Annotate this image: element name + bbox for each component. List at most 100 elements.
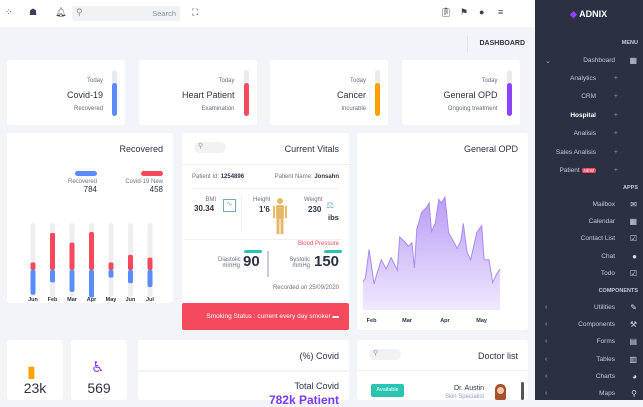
wheelchair-icon: ♿︎	[91, 359, 105, 376]
bar-covid-new	[147, 257, 153, 270]
doctor-search-input[interactable]: ⚲	[369, 349, 401, 360]
scale-icon: ⚖	[326, 200, 335, 210]
weight-value: 230	[308, 205, 322, 214]
scrollbar[interactable]	[521, 382, 524, 400]
stat-progress-bar	[112, 70, 117, 116]
sidebar-item-sales-analisis[interactable]: Sales Analisis	[555, 148, 596, 156]
chat-icon[interactable]: ●	[479, 7, 485, 17]
sidebar-item-calendar[interactable]: Calendar	[588, 218, 615, 226]
current-vitals-card: ⚲ Current Vitals Patient Id: 1254896 Pat…	[182, 133, 349, 303]
documents-count: 23k	[23, 380, 47, 396]
sidebar-item-analytics[interactable]: Analytics	[569, 75, 596, 82]
chevron-left-icon[interactable]: ‹	[545, 304, 548, 311]
sidebar-item-analisis[interactable]: Analisis	[573, 130, 596, 138]
stat-progress-bar	[243, 70, 249, 116]
sidebar-item-crm[interactable]: CRM	[581, 93, 596, 101]
chevron-left-icon[interactable]: ‹	[545, 321, 548, 329]
grid-icon[interactable]: ⁘	[5, 7, 13, 17]
brand-logo: ◆ ADNIX	[570, 9, 608, 19]
sidebar-item-components[interactable]: Components	[578, 321, 615, 329]
plus-icon: +	[613, 130, 618, 138]
form-icon: ▤	[629, 337, 637, 347]
flag-icon[interactable]: ⚑	[460, 7, 469, 17]
blood-pressure-label: Blood Pressure	[297, 241, 339, 247]
bar-covid-new	[30, 262, 36, 270]
search-input[interactable]: ⚲ Search	[72, 6, 180, 21]
doctor-list-card: ⚲ Doctor list Available Dr. Austin Skin …	[357, 340, 528, 400]
cigarette-icon: ▬	[332, 313, 340, 320]
sidebar-item-maps[interactable]: Maps	[599, 390, 615, 397]
chevron-left-icon[interactable]: ‹	[545, 372, 548, 380]
heartbeat-icon: ∿	[223, 199, 236, 212]
user-icon[interactable]: ☗	[29, 7, 38, 17]
dashboard-icon: ▦	[629, 56, 637, 65]
plus-icon: +	[613, 111, 618, 119]
systolic-value: 150	[314, 253, 340, 270]
stat-progress-bar	[506, 70, 512, 116]
x-tick-label: Feb	[367, 318, 377, 324]
plus-icon: +	[613, 167, 618, 174]
stat-title: General OPD	[443, 90, 498, 100]
chevron-left-icon[interactable]: ‹	[545, 338, 548, 346]
document-icon: ▮	[27, 364, 36, 381]
x-tick-label: Apr	[87, 297, 97, 303]
documents-stat-card: ▮ 23k	[7, 340, 63, 400]
stat-title: Heart Patient	[181, 90, 235, 100]
availability-badge: Available	[371, 384, 404, 397]
sidebar-item-todo[interactable]: Todo	[600, 269, 615, 277]
legend-covid-new: Covid-19 New 458	[118, 171, 163, 194]
sidebar-item-utilities[interactable]: Utilities	[594, 304, 615, 311]
todo-icon: ☑	[629, 268, 637, 278]
wheelchair-stat-card: ♿︎ 569	[71, 340, 127, 400]
plus-icon: +	[613, 148, 618, 156]
smoking-status-banner: Smoking Status : current every day smoke…	[182, 303, 349, 330]
stat-card[interactable]: Today General OPD Ongoing treatment	[401, 60, 520, 125]
card-title: Doctor list	[477, 351, 518, 361]
general-opd-area-chart: Feb Mar Apr May	[362, 195, 501, 324]
topbar: ⁘ ☗ 🔔︎ ⚲ Search ⛶ 📋︎ ⚑ ● ≡	[0, 0, 535, 27]
pie-chart-icon: ◕	[632, 371, 637, 381]
sidebar-item-dashboard[interactable]: Dashboard	[583, 57, 615, 64]
bar-covid-new	[108, 262, 114, 270]
contact-icon: ☑	[629, 234, 637, 244]
x-tick-label: Mar	[67, 297, 78, 303]
chevron-left-icon[interactable]: ‹	[545, 390, 548, 397]
sidebar-item-patient[interactable]: Patient NEW	[559, 167, 596, 174]
bar-recovered	[147, 270, 153, 288]
sidebar-item-tables[interactable]: Tables	[596, 355, 615, 363]
doctor-avatar	[495, 384, 506, 400]
sidebar-item-charts[interactable]: Charts	[595, 372, 615, 380]
stat-card[interactable]: Today Covid-19 Recovered	[7, 60, 125, 125]
stat-card[interactable]: Today Cancer Incurable	[270, 60, 388, 125]
table-icon: ▥	[629, 354, 637, 364]
chevron-left-icon[interactable]: ‹	[545, 355, 548, 363]
search-icon: ⚲	[76, 7, 83, 17]
general-opd-card: General OPD Feb Mar Apr May	[357, 133, 528, 330]
mail-icon: ✉	[630, 200, 637, 209]
bar-recovered	[128, 270, 133, 284]
x-tick-label: Feb	[48, 297, 58, 303]
clipboard-icon[interactable]: 📋︎	[440, 7, 452, 17]
stat-card[interactable]: Today Heart Patient Examination	[138, 60, 257, 125]
bar-recovered	[108, 270, 114, 278]
sidebar-item-contact-list[interactable]: Contact List	[580, 235, 615, 243]
fullscreen-icon[interactable]: ⛶	[192, 7, 199, 17]
sidebar-item-mailbox[interactable]: Mailbox	[592, 201, 615, 208]
recovered-card: Recovered Recovered 784 Covid-19 New 458…	[7, 133, 173, 303]
x-tick-label: May	[476, 318, 488, 324]
bar-recovered	[30, 270, 36, 295]
bell-icon[interactable]: 🔔︎	[55, 7, 67, 17]
chat-icon: ●	[632, 251, 637, 261]
sidebar-item-hospital[interactable]: Hospital	[570, 111, 596, 119]
vitals-search-input[interactable]: ⚲	[194, 142, 226, 153]
bmi-value: 30.34	[194, 204, 215, 213]
wheelchair-count: 569	[87, 380, 111, 396]
recorded-date: Recorded on 25/09/2020	[272, 285, 339, 291]
card-title: Current Vitals	[284, 144, 339, 154]
area-line	[362, 195, 501, 285]
menu-icon[interactable]: ≡	[498, 7, 504, 17]
new-badge: NEW	[581, 168, 596, 173]
chevron-down-icon[interactable]: ⌄	[545, 58, 551, 65]
sidebar-item-forms[interactable]: Forms	[596, 338, 615, 346]
sidebar-item-chat[interactable]: Chat	[601, 252, 615, 260]
